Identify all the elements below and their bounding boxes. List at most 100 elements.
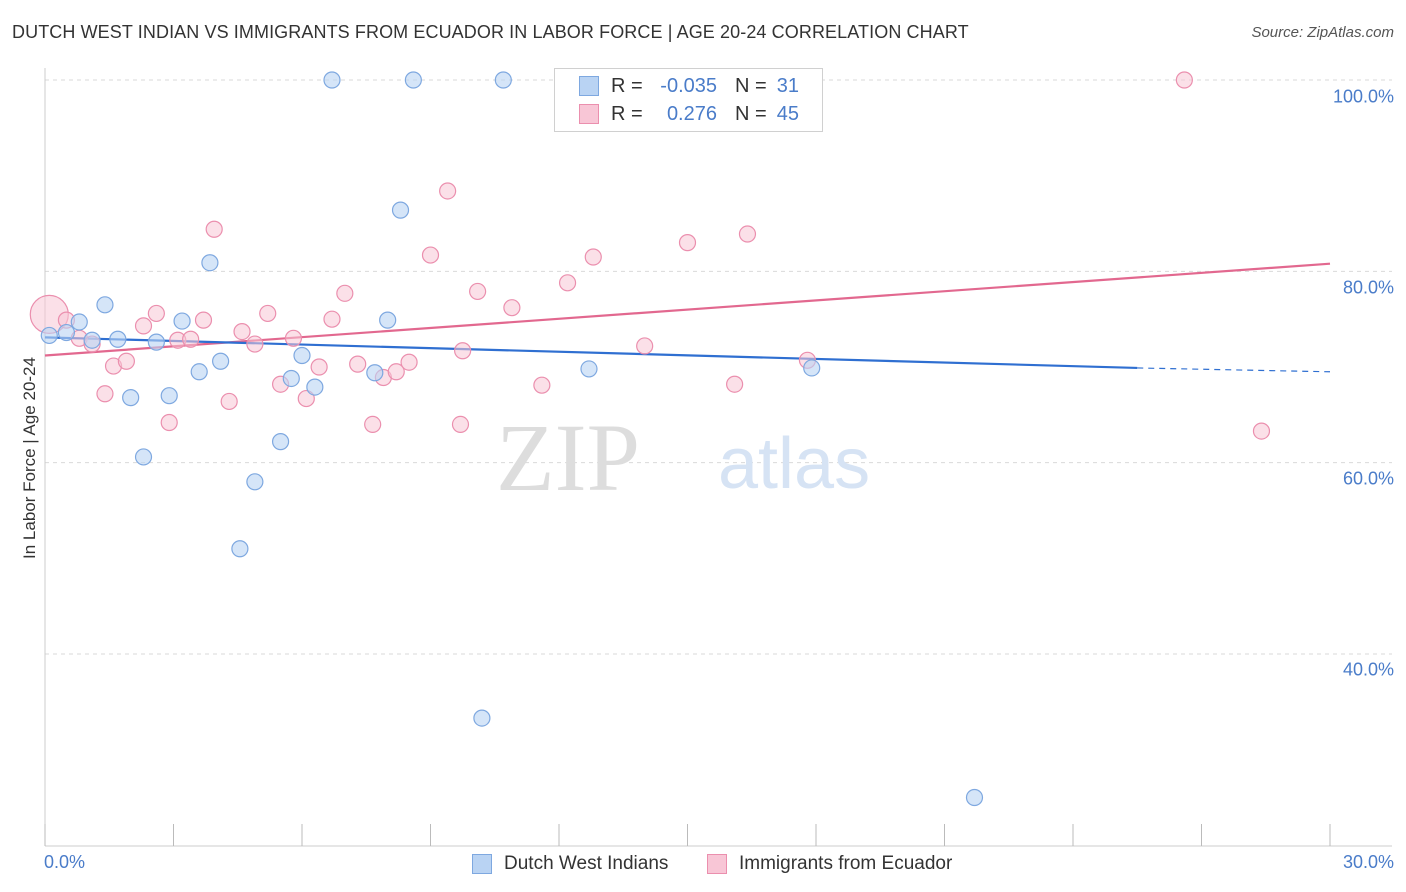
legend-r-value: 0.276	[666, 103, 717, 125]
grid-lines	[45, 79, 1392, 655]
data-point-dutch-west-indian	[190, 363, 208, 381]
bottom-legend-swatch-pink	[707, 854, 727, 874]
stats-legend: R = -0.035 N = 31 R = 0.276 N = 45	[554, 68, 823, 132]
series-dutch-west-indians	[40, 71, 984, 807]
data-point-ecuador	[246, 335, 264, 353]
data-point-ecuador	[205, 220, 223, 238]
data-point-dutch-west-indian	[96, 296, 114, 314]
data-point-ecuador	[182, 330, 200, 348]
bottom-legend-label: Dutch West Indians	[504, 853, 669, 874]
data-point-ecuador	[284, 329, 303, 347]
data-point-ecuador	[439, 182, 457, 200]
data-point-ecuador	[1175, 71, 1193, 89]
legend-row-immigrants-from-ecuador: R = 0.276 N = 45	[555, 100, 822, 128]
data-point-dutch-west-indian	[83, 331, 101, 349]
legend-n-value: 31	[776, 75, 799, 97]
trend-lines	[44, 262, 1331, 373]
data-point-dutch-west-indian	[580, 360, 598, 378]
data-point-ecuador	[726, 375, 744, 393]
data-point-dutch-west-indian	[173, 312, 191, 330]
data-point-ecuador	[259, 304, 277, 323]
legend-n-value: 45	[776, 103, 799, 125]
data-point-ecuador	[310, 358, 328, 376]
data-point-dutch-west-indian	[212, 352, 230, 370]
data-point-dutch-west-indian	[40, 326, 58, 345]
data-point-ecuador	[533, 376, 551, 394]
legend-r-label: R =	[611, 103, 643, 125]
data-point-dutch-west-indian	[57, 323, 76, 342]
data-point-ecuador	[738, 225, 757, 243]
data-point-ecuador	[323, 310, 341, 328]
legend-n-label: N =	[735, 103, 767, 125]
data-point-dutch-west-indian	[147, 333, 165, 351]
data-point-dutch-west-indian	[965, 788, 984, 807]
data-point-dutch-west-indian	[160, 387, 178, 405]
legend-r-value: -0.035	[660, 75, 717, 97]
data-point-ecuador	[117, 352, 135, 370]
bottom-legend-label: Immigrants from Ecuador	[739, 853, 953, 874]
data-point-ecuador	[503, 299, 521, 317]
y-tick-label-80: 80.0%	[1342, 277, 1394, 298]
trend-line-dutch-west-indians-extension	[1137, 367, 1331, 373]
source-label: Source: ZipAtlas.com	[1251, 24, 1394, 41]
series-immigrants-from-ecuador	[29, 71, 1271, 440]
data-point-ecuador	[336, 284, 354, 302]
watermark-atlas: atlas	[718, 424, 870, 504]
y-tick-label-100: 100.0%	[1332, 86, 1394, 107]
watermark-zip: ZIP	[496, 404, 640, 511]
data-point-dutch-west-indian	[282, 369, 300, 388]
data-point-ecuador	[297, 389, 315, 408]
data-point-ecuador	[194, 311, 213, 329]
data-point-ecuador	[454, 342, 472, 360]
data-point-dutch-west-indian	[391, 201, 410, 219]
data-point-dutch-west-indian	[293, 346, 311, 365]
data-point-ecuador	[160, 413, 178, 432]
legend-swatch-blue	[579, 76, 599, 96]
data-point-ecuador	[364, 415, 382, 433]
data-point-dutch-west-indian	[201, 254, 219, 272]
x-tick-label-30: 30.0%	[1342, 852, 1394, 872]
legend-row-dutch-west-indians: R = -0.035 N = 31	[555, 72, 822, 100]
bottom-legend-swatch-blue	[472, 854, 492, 874]
y-tick-label-60: 60.0%	[1342, 468, 1394, 489]
data-point-dutch-west-indian	[271, 433, 290, 451]
trend-line-dutch-west-indians	[44, 336, 1138, 370]
data-point-ecuador	[233, 323, 251, 341]
legend-n-label: N =	[735, 75, 767, 97]
data-point-ecuador	[147, 304, 165, 323]
x-tick-label-0: 0.0%	[44, 852, 86, 872]
data-point-dutch-west-indian	[323, 71, 341, 89]
data-point-dutch-west-indian	[231, 540, 249, 558]
data-point-ecuador	[469, 282, 487, 301]
data-point-ecuador	[636, 337, 654, 355]
data-point-ecuador	[400, 353, 418, 371]
axes	[44, 68, 1392, 847]
y-tick-label-40: 40.0%	[1342, 659, 1394, 680]
data-point-dutch-west-indian	[379, 311, 397, 329]
data-point-ecuador	[96, 385, 114, 403]
data-point-dutch-west-indian	[70, 313, 88, 331]
data-point-dutch-west-indian	[366, 364, 384, 382]
data-point-ecuador	[1252, 422, 1271, 440]
data-point-dutch-west-indian	[246, 473, 264, 491]
data-point-dutch-west-indian	[404, 71, 422, 89]
data-point-ecuador	[678, 234, 697, 252]
watermark: ZIP atlas	[496, 404, 870, 511]
data-point-dutch-west-indian	[494, 71, 512, 89]
chart-title: DUTCH WEST INDIAN VS IMMIGRANTS FROM ECU…	[12, 22, 969, 42]
data-point-ecuador	[220, 392, 238, 411]
data-point-ecuador	[349, 355, 367, 373]
data-point-dutch-west-indian	[803, 359, 821, 377]
data-point-dutch-west-indian	[122, 389, 140, 407]
data-point-dutch-west-indian	[134, 448, 153, 466]
data-point-ecuador	[451, 415, 470, 433]
data-point-dutch-west-indian	[109, 330, 127, 348]
data-point-dutch-west-indian	[306, 378, 324, 396]
data-point-dutch-west-indian	[473, 709, 491, 727]
data-point-ecuador	[584, 248, 602, 266]
legend-swatch-pink	[579, 104, 599, 124]
data-point-ecuador	[387, 363, 405, 381]
data-point-ecuador	[421, 246, 440, 264]
data-point-ecuador	[134, 317, 153, 335]
